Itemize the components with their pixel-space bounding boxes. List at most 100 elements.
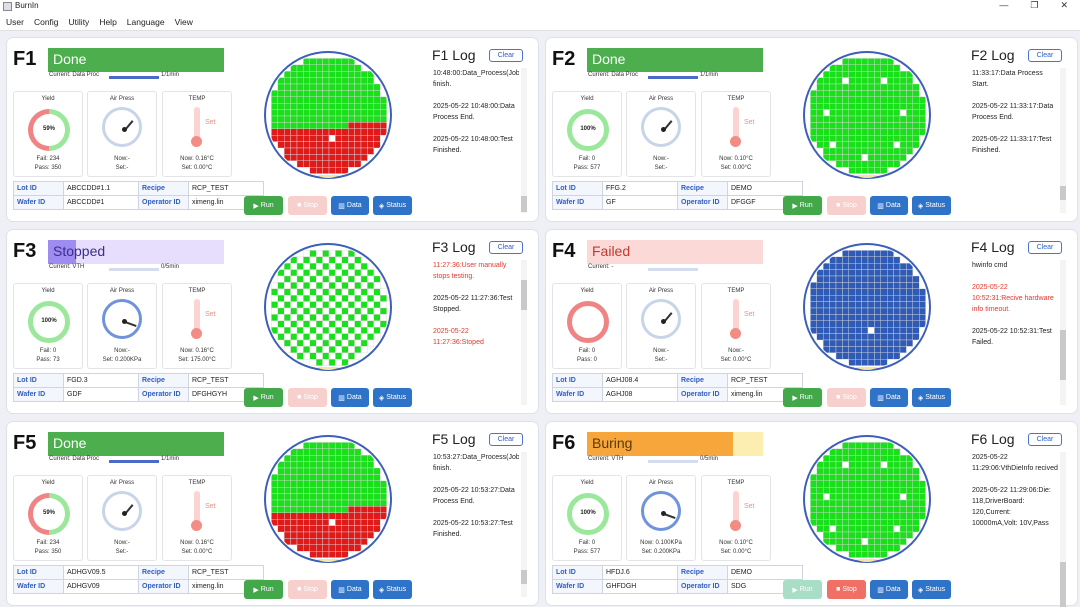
data-button[interactable]: ▥ Data <box>870 196 908 215</box>
menu-utility[interactable]: Utility <box>68 17 90 27</box>
close-button[interactable]: ✕ <box>1060 0 1068 10</box>
die <box>354 448 362 456</box>
menu-view[interactable]: View <box>174 17 193 27</box>
die <box>893 326 901 334</box>
status-button[interactable]: ◈ Status <box>912 388 951 407</box>
die <box>322 147 330 155</box>
maximize-button[interactable]: ❐ <box>1030 0 1039 10</box>
status-button[interactable]: ◈ Status <box>912 196 951 215</box>
scrollbar-thumb[interactable] <box>521 570 527 584</box>
temp-set: Set: 0.00°C <box>181 549 213 555</box>
stop-button[interactable]: ■ Stop <box>827 196 866 215</box>
set-marker: Set <box>205 311 216 318</box>
clear-log-button[interactable]: Clear <box>489 49 523 62</box>
stop-button[interactable]: ■ Stop <box>288 196 327 215</box>
log-view[interactable]: 10:48:00:Data_Process(Job12) finish.2025… <box>433 68 519 213</box>
die <box>893 288 901 296</box>
die <box>303 160 311 168</box>
run-button[interactable]: ▶ Run <box>783 196 822 215</box>
die <box>861 307 869 315</box>
log-scrollbar[interactable] <box>521 68 527 213</box>
die <box>328 455 336 462</box>
die <box>893 282 901 290</box>
status-button[interactable]: ◈ Status <box>912 580 951 599</box>
data-button[interactable]: ▥ Data <box>331 388 369 407</box>
die <box>309 282 317 290</box>
menu-help[interactable]: Help <box>99 17 117 27</box>
log-scrollbar[interactable] <box>1060 452 1066 607</box>
stop-button[interactable]: ■ Stop <box>827 388 866 407</box>
scrollbar-thumb[interactable] <box>521 196 527 212</box>
die <box>335 122 343 130</box>
scrollbar-thumb[interactable] <box>1060 330 1066 380</box>
clear-log-button[interactable]: Clear <box>489 433 523 446</box>
die <box>309 339 317 347</box>
die <box>296 77 304 85</box>
die <box>379 320 387 328</box>
die <box>277 487 285 494</box>
status-button[interactable]: ◈ Status <box>373 580 412 599</box>
die <box>848 256 856 264</box>
minimize-button[interactable]: — <box>999 0 1009 10</box>
die <box>284 506 291 514</box>
die <box>354 531 362 539</box>
die <box>360 307 368 315</box>
log-scrollbar[interactable] <box>1060 68 1066 213</box>
die <box>842 480 850 488</box>
menu-language[interactable]: Language <box>126 17 165 27</box>
clear-log-button[interactable]: Clear <box>1028 433 1062 446</box>
current-step: Current: Data Proc <box>588 72 639 78</box>
log-scrollbar[interactable] <box>1060 260 1066 405</box>
die <box>829 147 837 155</box>
die <box>303 499 311 507</box>
run-button[interactable]: ▶ Run <box>783 580 822 599</box>
die <box>842 269 850 277</box>
die <box>842 493 850 501</box>
die <box>880 339 888 347</box>
die <box>316 295 323 302</box>
scrollbar-thumb[interactable] <box>1060 562 1066 607</box>
stop-button[interactable]: ■ Stop <box>827 580 866 599</box>
log-view[interactable]: 11:27:36:User manually stops testing. 202… <box>433 260 519 405</box>
clear-log-button[interactable]: Clear <box>1028 49 1062 62</box>
run-button[interactable]: ▶ Run <box>244 388 283 407</box>
die <box>290 480 298 488</box>
data-button[interactable]: ▥ Data <box>331 580 369 599</box>
die <box>893 512 901 520</box>
die <box>296 314 304 322</box>
scrollbar-thumb[interactable] <box>521 280 527 310</box>
log-scrollbar[interactable] <box>521 452 527 597</box>
die <box>893 448 901 456</box>
log-view[interactable]: hwinfo cmd 2025-05-22 10:52:31:Recive har… <box>972 260 1058 405</box>
data-button[interactable]: ▥ Data <box>331 196 369 215</box>
die <box>835 96 843 104</box>
stop-button[interactable]: ■ Stop <box>288 388 327 407</box>
menu-user[interactable]: User <box>6 17 24 27</box>
menu-config[interactable]: Config <box>33 17 59 27</box>
log-scrollbar[interactable] <box>521 260 527 405</box>
wafer-notch <box>855 175 879 178</box>
die <box>842 499 850 507</box>
temp-gauge: TEMP Set Now: 0.10°C Set: 0.00°C <box>701 475 771 561</box>
die <box>893 301 901 309</box>
log-view[interactable]: 2025-05-22 11:29:06:VthDieInfo recived 20… <box>972 452 1058 597</box>
scrollbar-thumb[interactable] <box>1060 186 1066 200</box>
die <box>367 301 375 309</box>
run-button[interactable]: ▶ Run <box>244 196 283 215</box>
run-button[interactable]: ▶ Run <box>783 388 822 407</box>
log-view[interactable]: 11:33:17:Data Process Start. 2025-05-22 1… <box>972 68 1058 213</box>
die <box>341 154 349 162</box>
stop-button[interactable]: ■ Stop <box>288 580 327 599</box>
data-button[interactable]: ▥ Data <box>870 580 908 599</box>
clear-log-button[interactable]: Clear <box>1028 241 1062 254</box>
clear-log-button[interactable]: Clear <box>489 241 523 254</box>
die <box>335 339 343 347</box>
status-button[interactable]: ◈ Status <box>373 196 412 215</box>
die <box>842 115 850 123</box>
data-button[interactable]: ▥ Data <box>870 388 908 407</box>
die <box>303 461 311 469</box>
status-button[interactable]: ◈ Status <box>373 388 412 407</box>
run-button[interactable]: ▶ Run <box>244 580 283 599</box>
die <box>309 128 317 136</box>
log-view[interactable]: 10:53:27:Data_Process(Job12) finish.2025… <box>433 452 519 597</box>
